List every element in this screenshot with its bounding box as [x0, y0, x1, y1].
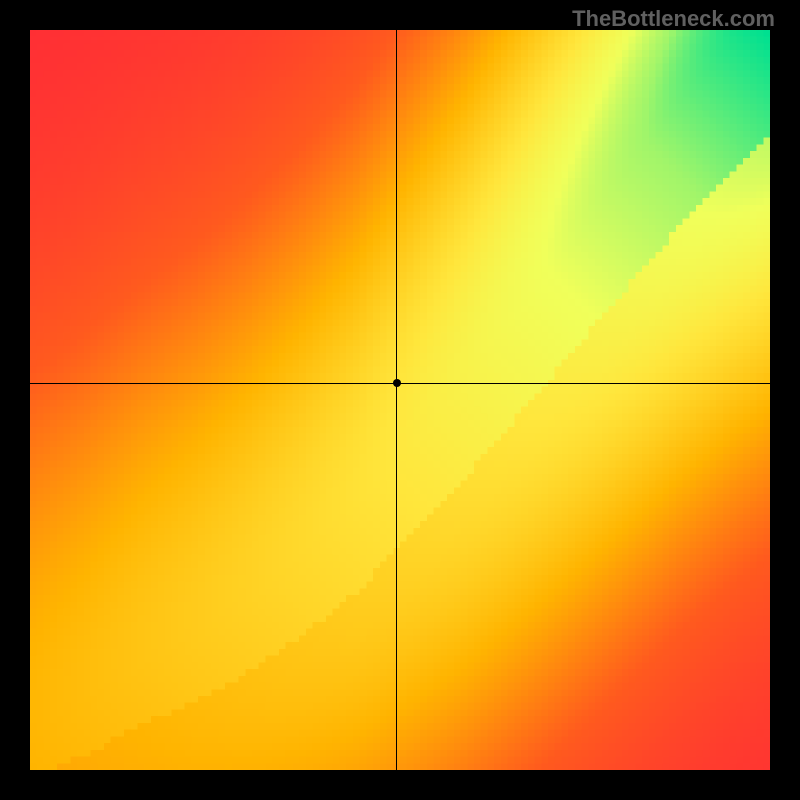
heatmap-canvas [30, 30, 770, 770]
watermark-text: TheBottleneck.com [572, 6, 775, 32]
crosshair-point [393, 379, 401, 387]
crosshair-vertical [396, 30, 397, 770]
chart-container: TheBottleneck.com [0, 0, 800, 800]
